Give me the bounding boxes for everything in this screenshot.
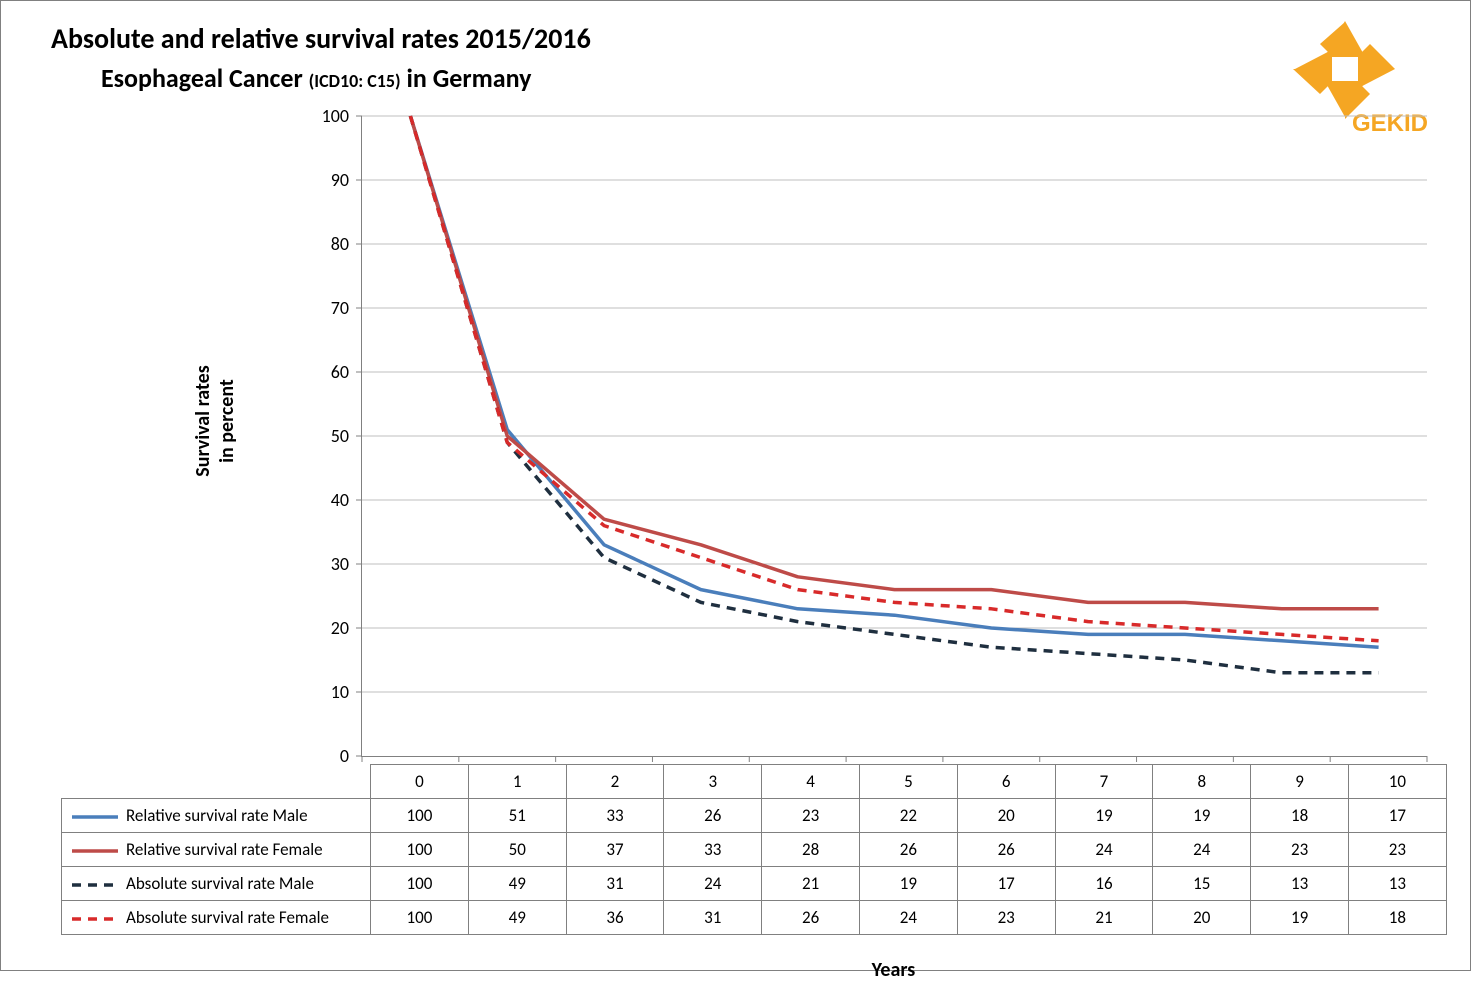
legend-header-blank bbox=[62, 765, 371, 799]
data-cell: 100 bbox=[371, 799, 469, 833]
data-cell: 26 bbox=[859, 833, 957, 867]
legend-rel_female: Relative survival rate Female bbox=[62, 833, 371, 867]
star-icon bbox=[1293, 21, 1395, 119]
ytick-label: 100 bbox=[299, 105, 349, 127]
data-cell: 23 bbox=[762, 799, 860, 833]
data-cell: 24 bbox=[859, 901, 957, 935]
data-cell: 49 bbox=[468, 867, 566, 901]
data-cell: 24 bbox=[664, 867, 762, 901]
x-header: 4 bbox=[762, 765, 860, 799]
data-cell: 17 bbox=[1348, 799, 1446, 833]
chart-frame: Absolute and relative survival rates 201… bbox=[0, 0, 1471, 971]
data-cell: 100 bbox=[371, 833, 469, 867]
ytick-label: 80 bbox=[299, 233, 349, 255]
x-header: 10 bbox=[1348, 765, 1446, 799]
data-cell: 33 bbox=[566, 799, 664, 833]
data-cell: 20 bbox=[957, 799, 1055, 833]
ytick-label: 50 bbox=[299, 425, 349, 447]
data-cell: 13 bbox=[1251, 867, 1349, 901]
data-cell: 13 bbox=[1348, 867, 1446, 901]
x-header: 2 bbox=[566, 765, 664, 799]
data-cell: 19 bbox=[1251, 901, 1349, 935]
ytick-label: 70 bbox=[299, 297, 349, 319]
data-cell: 19 bbox=[1055, 799, 1153, 833]
series-rel_male bbox=[410, 116, 1378, 647]
data-cell: 16 bbox=[1055, 867, 1153, 901]
data-cell: 24 bbox=[1055, 833, 1153, 867]
data-cell: 22 bbox=[859, 799, 957, 833]
data-cell: 18 bbox=[1348, 901, 1446, 935]
series-rel_female bbox=[410, 116, 1378, 609]
title-location: in Germany bbox=[407, 62, 532, 94]
x-header: 0 bbox=[371, 765, 469, 799]
data-cell: 26 bbox=[664, 799, 762, 833]
data-cell: 31 bbox=[566, 867, 664, 901]
ytick-label: 30 bbox=[299, 553, 349, 575]
data-cell: 26 bbox=[762, 901, 860, 935]
legend-rel_male: Relative survival rate Male bbox=[62, 799, 371, 833]
title-line1: Absolute and relative survival rates 201… bbox=[51, 21, 1250, 56]
data-cell: 49 bbox=[468, 901, 566, 935]
plot-area bbox=[361, 116, 1427, 757]
ytick-label: 60 bbox=[299, 361, 349, 383]
data-cell: 100 bbox=[371, 901, 469, 935]
data-cell: 19 bbox=[1153, 799, 1251, 833]
x-header: 6 bbox=[957, 765, 1055, 799]
ytick-label: 90 bbox=[299, 169, 349, 191]
x-header: 5 bbox=[859, 765, 957, 799]
title-icd: (ICD10: C15) bbox=[309, 70, 401, 92]
x-axis-label: Years bbox=[361, 958, 1426, 982]
ytick-label: 10 bbox=[299, 681, 349, 703]
legend-abs_female: Absolute survival rate Female bbox=[62, 901, 371, 935]
data-cell: 23 bbox=[957, 901, 1055, 935]
data-cell: 23 bbox=[1348, 833, 1446, 867]
x-header: 9 bbox=[1251, 765, 1349, 799]
data-cell: 21 bbox=[762, 867, 860, 901]
data-cell: 26 bbox=[957, 833, 1055, 867]
data-cell: 19 bbox=[859, 867, 957, 901]
data-cell: 28 bbox=[762, 833, 860, 867]
title-line2: Esophageal Cancer (ICD10: C15) in German… bbox=[101, 62, 1250, 94]
ytick-label: 40 bbox=[299, 489, 349, 511]
data-table: 012345678910Relative survival rate Male1… bbox=[61, 764, 1447, 935]
data-cell: 21 bbox=[1055, 901, 1153, 935]
legend-label: Absolute survival rate Female bbox=[126, 907, 329, 928]
series-abs_female bbox=[410, 116, 1378, 641]
data-cell: 23 bbox=[1251, 833, 1349, 867]
legend-label: Absolute survival rate Male bbox=[126, 873, 314, 894]
data-cell: 33 bbox=[664, 833, 762, 867]
legend-label: Relative survival rate Male bbox=[126, 805, 308, 826]
legend-label: Relative survival rate Female bbox=[126, 839, 323, 860]
data-cell: 36 bbox=[566, 901, 664, 935]
data-cell: 100 bbox=[371, 867, 469, 901]
data-cell: 37 bbox=[566, 833, 664, 867]
data-cell: 18 bbox=[1251, 799, 1349, 833]
data-cell: 24 bbox=[1153, 833, 1251, 867]
x-header: 7 bbox=[1055, 765, 1153, 799]
title-block: Absolute and relative survival rates 201… bbox=[51, 21, 1250, 94]
y-axis-label: Survival rates in percent bbox=[191, 321, 239, 521]
data-cell: 20 bbox=[1153, 901, 1251, 935]
data-cell: 17 bbox=[957, 867, 1055, 901]
data-cell: 50 bbox=[468, 833, 566, 867]
x-header: 1 bbox=[468, 765, 566, 799]
data-cell: 15 bbox=[1153, 867, 1251, 901]
x-header: 8 bbox=[1153, 765, 1251, 799]
x-header: 3 bbox=[664, 765, 762, 799]
legend-abs_male: Absolute survival rate Male bbox=[62, 867, 371, 901]
line-chart bbox=[362, 116, 1427, 756]
data-cell: 31 bbox=[664, 901, 762, 935]
ytick-label: 20 bbox=[299, 617, 349, 639]
title-topic: Esophageal Cancer bbox=[101, 62, 303, 94]
data-cell: 51 bbox=[468, 799, 566, 833]
